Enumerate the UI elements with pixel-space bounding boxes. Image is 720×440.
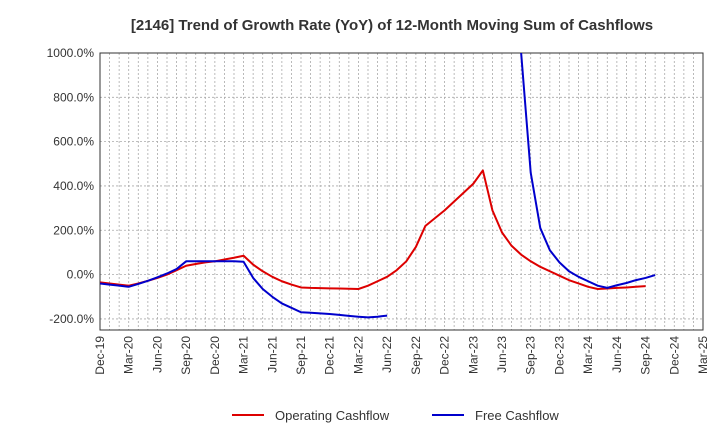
y-tick-label: -200.0% <box>49 312 94 326</box>
x-tick-label: Mar-23 <box>466 336 480 374</box>
x-tick-label: Mar-22 <box>351 336 365 374</box>
x-tick-label: Mar-20 <box>122 336 136 374</box>
series-layer <box>100 53 656 319</box>
x-tick-label: Dec-21 <box>323 336 337 375</box>
legend-label: Operating Cashflow <box>275 408 390 423</box>
x-tick-label: Jun-21 <box>265 336 279 373</box>
y-tick-label: 800.0% <box>53 90 94 104</box>
x-tick-label: Sep-20 <box>179 336 193 375</box>
x-tick-label: Sep-21 <box>294 336 308 375</box>
y-tick-label: 400.0% <box>53 179 94 193</box>
x-tick-label: Sep-23 <box>524 336 538 375</box>
y-tick-label: 200.0% <box>53 223 94 237</box>
x-tick-label: Dec-22 <box>438 336 452 375</box>
x-tick-label: Sep-24 <box>639 336 653 375</box>
legend-label: Free Cashflow <box>475 408 559 423</box>
series-line <box>100 53 656 319</box>
series-line <box>100 169 646 290</box>
plot-border <box>99 52 704 331</box>
y-tick-label: 600.0% <box>53 135 94 149</box>
plot-frame <box>99 52 704 331</box>
legend: Operating Cashflow Free Cashflow <box>232 408 559 423</box>
x-tick-label: Jun-20 <box>150 336 164 373</box>
x-tick-label: Jun-22 <box>380 336 394 373</box>
chart-title: [2146] Trend of Growth Rate (YoY) of 12-… <box>131 17 653 34</box>
x-tick-label: Dec-20 <box>208 336 222 375</box>
x-tick-label: Dec-19 <box>93 336 107 375</box>
x-tick-label: Mar-25 <box>696 336 710 374</box>
x-tick-label: Dec-23 <box>552 336 566 375</box>
x-axis: Dec-19 Mar-20 Jun-20 Sep-20 Dec-20 Mar-21 Jun-… <box>93 336 710 375</box>
y-tick-label: 0.0% <box>67 268 95 282</box>
x-tick-label: Jun-24 <box>610 336 624 373</box>
x-tick-label: Jun-23 <box>495 336 509 373</box>
x-tick-label: Sep-22 <box>409 336 423 375</box>
y-axis: -200.0% 0.0% 200.0% 400.0% 600.0% 800.0% 1000.… <box>47 46 95 326</box>
y-tick-label: 1000.0% <box>47 46 95 60</box>
x-tick-label: Dec-24 <box>667 336 681 375</box>
x-tick-label: Mar-21 <box>237 336 251 374</box>
x-tick-label: Mar-24 <box>581 336 595 374</box>
